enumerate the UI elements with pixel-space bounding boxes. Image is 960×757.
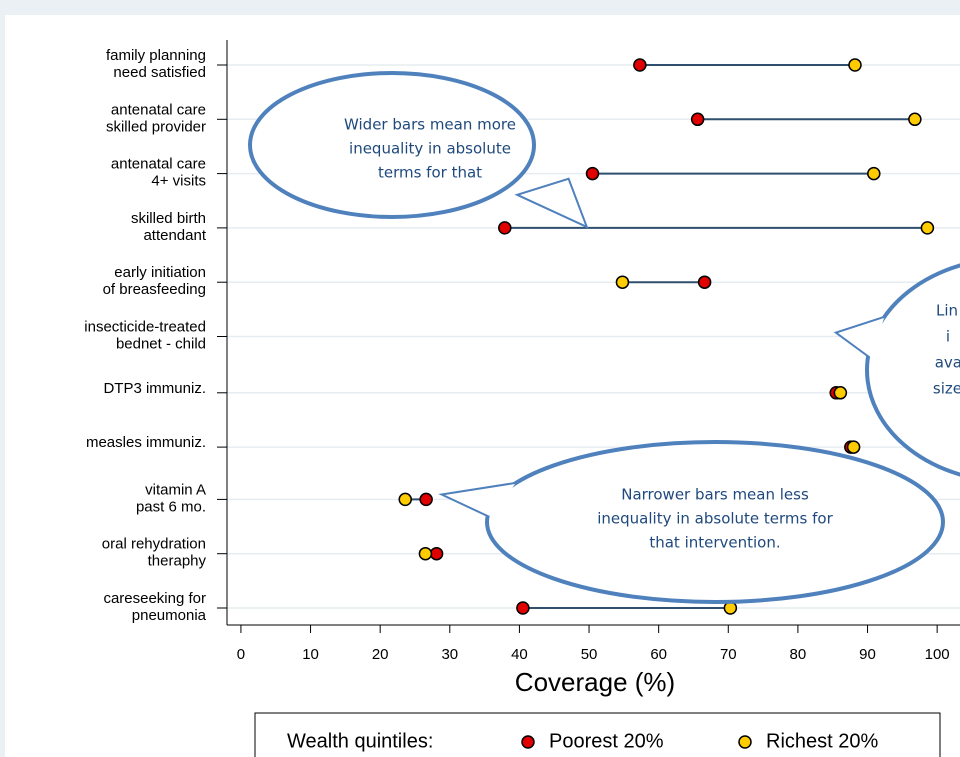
y-tick-label: family planning (106, 47, 206, 64)
point (615, 275, 630, 289)
legend: Wealth quintiles: Poorest 20% Richest 20% (254, 712, 941, 757)
callout-text: i (946, 328, 950, 346)
callout-text: that intervention. (649, 534, 780, 552)
point (429, 546, 444, 561)
x-tick-label: 60 (650, 646, 667, 663)
point (633, 58, 647, 72)
point (867, 166, 881, 181)
x-tick-label: 80 (790, 646, 807, 663)
callout-text: ava (935, 354, 960, 372)
y-tick-label: early initiation (114, 264, 206, 281)
point (920, 221, 935, 235)
callout-tail-fill (520, 180, 585, 225)
callout-text: Narrower bars mean less (621, 486, 809, 504)
y-tick-label: measles immuniz. (86, 434, 206, 451)
callout-bubble (485, 440, 945, 604)
y-tick-label: antenatal care (111, 156, 206, 173)
y-tick-label: past 6 mo. (136, 498, 206, 515)
legend-marker (738, 735, 752, 749)
y-tick-label: pneumonia (132, 607, 207, 624)
x-tick-label: 20 (372, 646, 389, 663)
point (846, 440, 861, 454)
legend-marker (521, 735, 535, 749)
legend-title: Wealth quintiles: (287, 730, 433, 752)
point (585, 166, 600, 181)
callout-text: inequality in absolute terms for (597, 510, 833, 528)
y-tick-label: bednet - child (116, 335, 206, 352)
point (848, 58, 862, 72)
y-tick-label: careseeking for (103, 590, 206, 607)
callout-tail-fill (445, 484, 515, 517)
callout: Wider bars mean more inequality in absolu… (248, 71, 589, 229)
callout-text: terms for that (378, 164, 482, 182)
y-tick-label: insecticide-treated (84, 318, 206, 335)
point (908, 112, 922, 127)
x-tick-label: 40 (511, 646, 528, 663)
x-tick-label: 90 (859, 646, 876, 663)
point (697, 275, 712, 289)
point (398, 492, 412, 507)
x-axis-title: Coverage (%) (515, 667, 675, 697)
x-tick-label: 100 (925, 646, 950, 663)
point (419, 492, 433, 507)
point (690, 112, 705, 127)
x-tick-label: 50 (581, 646, 598, 663)
x-tick-label: 10 (302, 646, 319, 663)
callout-bubble (865, 263, 960, 477)
y-tick-label: attendant (143, 227, 206, 244)
y-tick-label: of breasfeeding (103, 281, 206, 298)
x-tick-label: 70 (720, 646, 737, 663)
y-tick-label: skilled birth (131, 210, 206, 227)
callout: Narrower bars mean less inequality in abs… (438, 440, 945, 604)
y-tick-label: DTP3 immuniz. (103, 380, 206, 397)
legend-label: Poorest 20% (549, 730, 664, 752)
point (418, 546, 433, 561)
point (833, 386, 848, 400)
point (516, 601, 530, 615)
legend-label: Richest 20% (766, 730, 878, 752)
y-tick-label: antenatal care (111, 101, 206, 118)
point (498, 221, 512, 235)
callout-bubble (248, 71, 536, 219)
callout: Lin i ava size (833, 263, 960, 477)
callout-text: Wider bars mean more (344, 116, 516, 134)
callout-text: inequality in absolute (349, 140, 511, 158)
callout-text: size (933, 380, 960, 398)
callout-tail-fill (838, 318, 884, 358)
legend-box (254, 712, 941, 757)
x-tick-label: 30 (441, 646, 458, 663)
y-tick-label: theraphy (148, 553, 207, 570)
x-tick-label: 0 (237, 646, 245, 663)
y-tick-label: 4+ visits (151, 173, 206, 190)
callout-text: Lin (936, 302, 958, 320)
y-tick-label: vitamin A (145, 481, 206, 498)
y-tick-label: oral rehydration (102, 536, 206, 553)
y-tick-label: need satisfied (113, 64, 206, 81)
y-tick-label: skilled provider (106, 118, 206, 135)
